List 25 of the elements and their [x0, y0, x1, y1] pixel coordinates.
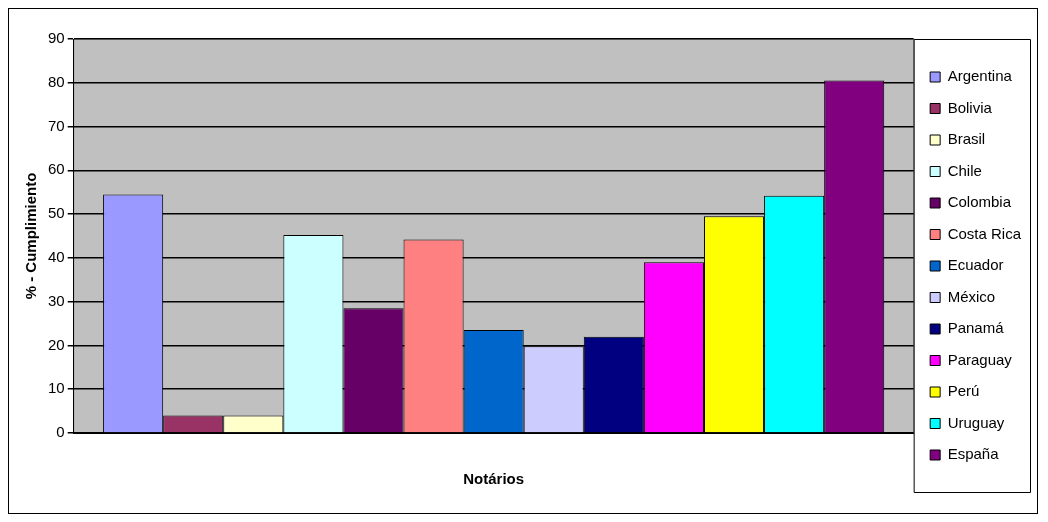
legend-label: Uruguay	[947, 413, 1005, 431]
y-axis-title: % - Cumplimiento	[22, 172, 40, 300]
legend-label: Brasil	[947, 130, 986, 148]
x-axis-title: Notários	[463, 470, 525, 488]
legend-label: Panamá	[947, 319, 1005, 337]
legend-label: Ecuador	[947, 256, 1004, 274]
legend-label: Costa Rica	[947, 224, 1022, 242]
y-tick-label: 60	[48, 160, 65, 178]
legend-label: Perú	[947, 382, 980, 400]
y-tick-label: 90	[48, 29, 65, 47]
y-tick-label: 80	[48, 72, 65, 90]
y-tick-label: 30	[48, 291, 65, 309]
legend-label: Chile	[947, 161, 982, 179]
y-tick-label: 10	[48, 379, 65, 397]
legend-label: Paraguay	[947, 350, 1013, 368]
legend-label: Argentina	[947, 67, 1013, 85]
legend-label: España	[947, 445, 1000, 463]
y-tick-label: 50	[48, 204, 65, 222]
legend-label: México	[947, 287, 996, 305]
y-tick-label: 70	[48, 116, 65, 134]
legend-label: Colombia	[947, 193, 1012, 211]
y-tick-label: 0	[56, 423, 65, 441]
y-tick-label: 40	[48, 248, 65, 266]
y-tick-label: 20	[48, 335, 65, 353]
legend-label: Bolivia	[947, 98, 993, 116]
